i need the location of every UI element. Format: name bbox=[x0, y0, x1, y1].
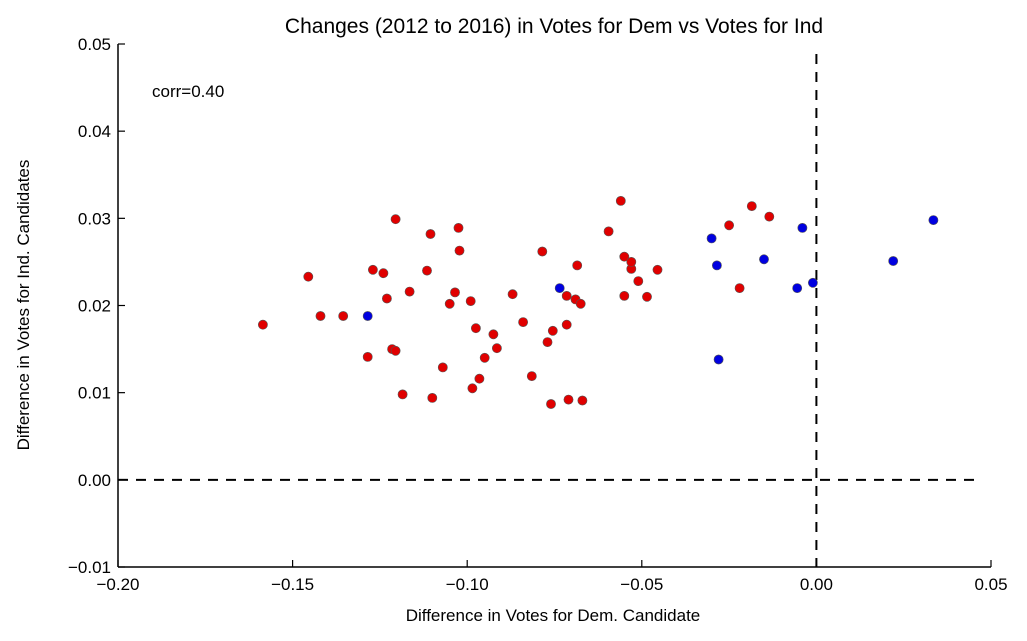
data-point bbox=[725, 221, 734, 230]
data-point bbox=[747, 202, 756, 211]
data-point bbox=[627, 257, 636, 266]
x-tick-label: −0.10 bbox=[446, 575, 489, 594]
data-point bbox=[339, 311, 348, 320]
data-point bbox=[445, 299, 454, 308]
x-axis-label: Difference in Votes for Dem. Candidate bbox=[406, 606, 701, 625]
data-point bbox=[475, 374, 484, 383]
data-point bbox=[428, 393, 437, 402]
data-point bbox=[391, 346, 400, 355]
data-point bbox=[466, 297, 475, 306]
x-axis-ticks: −0.20 −0.15 −0.10 −0.05 0.00 0.05 bbox=[96, 560, 1007, 594]
data-point bbox=[548, 326, 557, 335]
data-point bbox=[642, 292, 651, 301]
y-tick-label: 0.05 bbox=[78, 35, 111, 54]
data-point bbox=[929, 216, 938, 225]
data-point bbox=[527, 372, 536, 381]
data-point bbox=[480, 353, 489, 362]
data-point bbox=[426, 229, 435, 238]
x-tick-label: −0.05 bbox=[620, 575, 663, 594]
data-point bbox=[454, 223, 463, 232]
data-point bbox=[382, 294, 391, 303]
x-tick-label: −0.20 bbox=[96, 575, 139, 594]
y-tick-label: 0.00 bbox=[78, 471, 111, 490]
y-tick-label: −0.01 bbox=[68, 558, 111, 577]
data-point bbox=[379, 269, 388, 278]
y-tick-label: 0.04 bbox=[78, 122, 111, 141]
reference-lines bbox=[118, 54, 981, 567]
data-point bbox=[316, 311, 325, 320]
data-point bbox=[620, 291, 629, 300]
data-point bbox=[653, 265, 662, 274]
data-point bbox=[765, 212, 774, 221]
data-point bbox=[519, 318, 528, 327]
y-tick-label: 0.03 bbox=[78, 209, 111, 228]
data-point bbox=[793, 284, 802, 293]
data-point bbox=[538, 247, 547, 256]
x-tick-label: 0.05 bbox=[974, 575, 1007, 594]
x-tick-label: 0.00 bbox=[800, 575, 833, 594]
data-point bbox=[543, 338, 552, 347]
y-axis-ticks: −0.01 0.00 0.01 0.02 0.03 0.04 0.05 bbox=[68, 35, 125, 577]
data-point bbox=[555, 284, 564, 293]
data-point bbox=[489, 330, 498, 339]
data-point bbox=[492, 344, 501, 353]
data-point bbox=[450, 288, 459, 297]
data-point bbox=[573, 261, 582, 270]
data-point bbox=[604, 227, 613, 236]
y-axis-label: Difference in Votes for Ind. Candidates bbox=[14, 160, 33, 451]
axes bbox=[118, 44, 991, 567]
data-point bbox=[759, 255, 768, 264]
data-point bbox=[578, 396, 587, 405]
correlation-annotation: corr=0.40 bbox=[152, 82, 224, 101]
data-point bbox=[798, 223, 807, 232]
x-tick-label: −0.15 bbox=[271, 575, 314, 594]
data-point bbox=[634, 277, 643, 286]
data-points bbox=[258, 196, 938, 408]
data-point bbox=[562, 320, 571, 329]
data-point bbox=[391, 215, 400, 224]
y-tick-label: 0.01 bbox=[78, 384, 111, 403]
data-point bbox=[808, 278, 817, 287]
data-point bbox=[455, 246, 464, 255]
data-point bbox=[363, 352, 372, 361]
data-point bbox=[707, 234, 716, 243]
data-point bbox=[562, 291, 571, 300]
data-point bbox=[438, 363, 447, 372]
data-point bbox=[471, 324, 480, 333]
data-point bbox=[546, 399, 555, 408]
data-point bbox=[576, 299, 585, 308]
data-point bbox=[564, 395, 573, 404]
y-tick-label: 0.02 bbox=[78, 297, 111, 316]
data-point bbox=[405, 287, 414, 296]
data-point bbox=[468, 384, 477, 393]
data-point bbox=[508, 290, 517, 299]
data-point bbox=[368, 265, 377, 274]
data-point bbox=[422, 266, 431, 275]
data-point bbox=[363, 311, 372, 320]
data-point bbox=[714, 355, 723, 364]
data-point bbox=[735, 284, 744, 293]
data-point bbox=[712, 261, 721, 270]
data-point bbox=[258, 320, 267, 329]
data-point bbox=[889, 256, 898, 265]
data-point bbox=[398, 390, 407, 399]
data-point bbox=[304, 272, 313, 281]
data-point bbox=[616, 196, 625, 205]
chart-title: Changes (2012 to 2016) in Votes for Dem … bbox=[285, 15, 823, 38]
